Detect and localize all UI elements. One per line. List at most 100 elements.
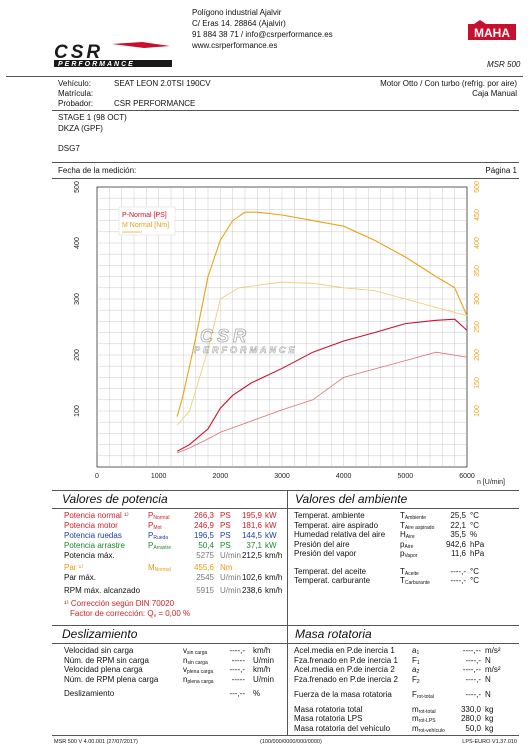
table-row-label: Masa rotatoria del vehículo xyxy=(294,723,391,733)
deslizamiento-title: Deslizamiento xyxy=(62,627,138,641)
y-left-tick-label: 300 xyxy=(74,293,81,305)
maha-logo: MAHA xyxy=(468,20,516,44)
y-left-tick-label: 400 xyxy=(74,237,81,249)
rpmmax-rpm: 5915 xyxy=(196,586,214,595)
table-row-symbol: mrot-total xyxy=(412,704,436,715)
table-row-symbol: HAire xyxy=(400,530,415,540)
potencia-row-label: Potencia máx. xyxy=(64,551,115,560)
address-line-2: C/ Eras 14. 28864 (Ajalvir) xyxy=(192,19,286,28)
rpmmax-rpm-unit: U/min xyxy=(220,586,241,595)
potencia-row-unit1: PS xyxy=(220,511,231,520)
rpmmax-speed-unit: km/h xyxy=(265,586,283,595)
power-torque-chart: 0 1000 2000 3000 4000 5000 6000 100 200 300 400 500… xyxy=(74,181,505,486)
table-row-unit: kg xyxy=(485,714,494,723)
legend-box xyxy=(118,206,176,236)
table-row-label: Núm. de RPM sin carga xyxy=(64,655,149,665)
y-right-tick-label: 250 xyxy=(474,321,481,333)
potencia-row-symbol: PNormal xyxy=(148,511,170,521)
ambiente-title: Valores del ambiente xyxy=(295,492,408,506)
table-row-unit: N xyxy=(485,655,491,665)
table-row-value: ----- xyxy=(231,674,245,684)
potencia-row-symbol: PArrastre xyxy=(148,541,172,551)
parmax-rpm-unit: U/min xyxy=(220,573,241,582)
x-tick-label: 6000 xyxy=(459,473,475,480)
potencia-row-unit1: PS xyxy=(220,531,231,540)
potencia-row-unit1: U/min xyxy=(220,551,241,560)
table-row-symbol: mrot-LPS xyxy=(412,714,436,724)
table-row-unit: km/h xyxy=(253,646,271,655)
parmax-speed-unit: km/h xyxy=(265,573,283,582)
rpmmax-speed: 238,6 xyxy=(241,586,262,595)
legend-entry-torque: M Normal [Nm] xyxy=(122,222,169,229)
table-row-unit: U/min xyxy=(253,674,274,684)
table-row-symbol: TAceite xyxy=(400,566,419,577)
table-row-symbol: vsin carga xyxy=(183,646,208,656)
svg-text:PERFORMANCE: PERFORMANCE xyxy=(58,61,135,68)
par-label: Par ¹⁾ xyxy=(64,563,84,572)
table-row-unit: N xyxy=(485,674,491,684)
matricula-label: Matrícula: xyxy=(58,89,94,98)
table-row-unit: kg xyxy=(485,704,494,714)
table-row-label: Fuerza de la masa rotatoria xyxy=(294,690,392,699)
table-row-symbol: nplena carga xyxy=(183,674,214,685)
table-row-symbol: Frot-total xyxy=(412,690,434,700)
potencia-row-unit1: PS xyxy=(220,541,231,550)
y-right-tick-label: 350 xyxy=(474,265,481,277)
table-row-label: Fza.frenado en P.de inercia 2 xyxy=(294,674,398,684)
note-line-1: STAGE 1 (98 OCT) xyxy=(58,113,127,122)
potencia-row-symbol: PMot xyxy=(148,521,162,531)
potencia-row-value1: 246,9 xyxy=(193,521,214,530)
x-tick-label: 2000 xyxy=(213,473,229,480)
x-tick-label: 4000 xyxy=(336,473,352,480)
x-axis-unit: n [U/min] xyxy=(477,479,505,486)
table-row-unit: °C xyxy=(470,576,479,585)
table-row-unit: hPa xyxy=(470,539,485,549)
potencia-row-value2: 181,6 xyxy=(241,521,262,530)
table-row-symbol: F1 xyxy=(412,655,420,666)
table-row-label: Temperat. del aceite xyxy=(294,566,367,576)
motor-type: Motor Otto / Con turbo (refrig. por aire… xyxy=(380,79,517,88)
potencia-row-unit2: kW xyxy=(265,521,277,530)
table-row-value: ----- xyxy=(231,655,245,665)
table-row-value: 330,0 xyxy=(460,704,481,714)
table-row-symbol: F2 xyxy=(412,674,420,685)
table-row-symbol: a2 xyxy=(412,665,420,675)
par-unit: Nm xyxy=(220,563,233,572)
x-tick-label: 1000 xyxy=(151,473,167,480)
svg-text:CSR: CSR xyxy=(200,326,250,346)
fecha-label: Fecha de la medición: xyxy=(58,166,137,175)
potencia-row-value1: 50,4 xyxy=(198,541,214,550)
potencia-row-value2: 195,9 xyxy=(241,511,262,520)
potencia-row-value1: 266,3 xyxy=(193,511,214,520)
table-row-unit: °C xyxy=(470,520,479,530)
potencia-row-unit2: kW xyxy=(265,511,277,520)
page-number: Página 1 xyxy=(485,166,517,175)
potencia-row-unit2: km/h xyxy=(265,551,283,560)
note-line-2: DKZA (GPF) xyxy=(58,124,103,133)
csr-logo: CSR PERFORMANCE xyxy=(52,40,174,68)
footer-lps: LPS-EURO V1.37.010 xyxy=(462,739,517,745)
table-row-label: Velocidad plena carga xyxy=(64,665,143,674)
x-tick-label: 0 xyxy=(95,473,99,480)
table-row-label: Temperat. aire aspirado xyxy=(294,520,379,530)
potencia-row-unit2: kW xyxy=(265,531,277,540)
probador-label: Probador: xyxy=(58,99,94,108)
table-row-value: ----,- xyxy=(450,576,466,585)
table-row-label: Temperat. carburante xyxy=(294,576,371,585)
table-row-value: ----,- xyxy=(229,646,245,655)
table-row-label: Presión del aire xyxy=(294,539,350,549)
table-row-label: Masa rotatoria total xyxy=(294,704,363,714)
table-row-unit: % xyxy=(470,530,478,539)
table-row-label: Núm. de RPM plena carga xyxy=(64,674,159,684)
table-row-symbol: pAire xyxy=(400,539,414,550)
legend-entry-power: P-Normal [PS] xyxy=(122,212,167,219)
svg-text:PERFORMANCE: PERFORMANCE xyxy=(194,345,298,355)
table-row-unit: m/s² xyxy=(485,646,501,655)
table-row-value: ----,- xyxy=(465,674,481,684)
table-row-symbol: TCarburante xyxy=(400,576,430,586)
table-row-value: 11,6 xyxy=(451,549,466,558)
csr-watermark: CSR PERFORMANCE xyxy=(190,326,340,356)
table-row-value: 280,0 xyxy=(460,714,481,723)
table-row-unit: km/h xyxy=(253,665,271,674)
table-row-unit: N xyxy=(485,690,491,699)
